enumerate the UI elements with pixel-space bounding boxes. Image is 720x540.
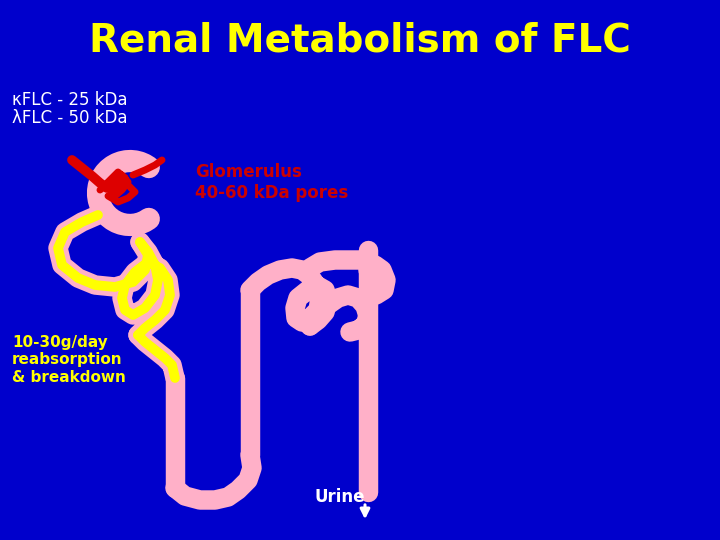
Text: λFLC - 50 kDa: λFLC - 50 kDa (12, 109, 127, 127)
Text: 10-30g/day
reabsorption
& breakdown: 10-30g/day reabsorption & breakdown (12, 335, 126, 385)
Text: κFLC - 25 kDa: κFLC - 25 kDa (12, 91, 127, 109)
Text: Renal Metabolism of FLC: Renal Metabolism of FLC (89, 21, 631, 59)
Text: Glomerulus
40-60 kDa pores: Glomerulus 40-60 kDa pores (195, 163, 348, 202)
Text: Urine: Urine (315, 488, 365, 506)
